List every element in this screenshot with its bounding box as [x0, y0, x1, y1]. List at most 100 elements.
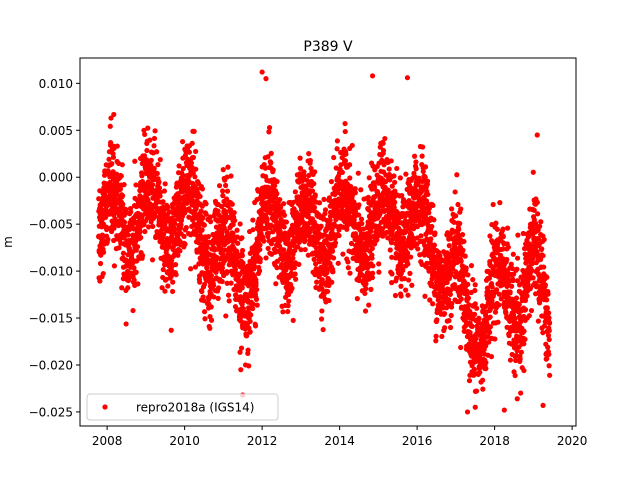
data-point: [257, 256, 263, 262]
data-point: [437, 252, 443, 259]
data-point: [398, 283, 404, 289]
data-point: [132, 158, 138, 164]
data-point: [250, 301, 256, 307]
data-point: [285, 308, 291, 315]
data-point: [319, 286, 325, 292]
data-point: [405, 261, 411, 267]
data-point: [274, 178, 280, 185]
data-point: [368, 286, 374, 292]
data-point: [458, 296, 464, 302]
data-point: [120, 250, 127, 256]
data-point: [152, 213, 158, 220]
data-point: [318, 223, 324, 229]
data-point: [480, 386, 486, 392]
legend-marker-icon: [102, 404, 108, 410]
data-point: [99, 232, 106, 238]
data-point: [178, 222, 184, 228]
data-point: [399, 192, 405, 199]
data-point: [472, 301, 478, 307]
data-point: [409, 282, 415, 288]
data-point: [302, 237, 308, 243]
data-point: [165, 204, 171, 210]
data-point: [322, 207, 329, 213]
data-point: [257, 242, 263, 248]
data-point: [193, 148, 199, 155]
data-point: [166, 244, 172, 250]
data-point: [458, 258, 464, 264]
data-point: [253, 280, 259, 286]
data-point: [391, 173, 397, 179]
data-point: [433, 333, 439, 339]
data-point: [307, 157, 314, 164]
data-point: [215, 285, 222, 291]
data-point: [472, 404, 478, 410]
data-point: [159, 285, 165, 291]
data-point: [389, 271, 395, 277]
data-point: [376, 269, 382, 275]
data-point: [439, 333, 445, 340]
data-point: [281, 212, 288, 218]
data-point: [270, 167, 276, 173]
data-point: [546, 315, 552, 321]
data-point: [154, 170, 160, 177]
data-point: [292, 247, 298, 254]
data-point: [318, 264, 324, 271]
data-point: [247, 318, 253, 325]
y-tick-label: 0.000: [39, 171, 73, 185]
data-point: [193, 166, 199, 172]
data-point: [518, 317, 524, 324]
data-point: [456, 226, 462, 233]
data-point: [483, 359, 489, 366]
data-point: [312, 169, 318, 175]
data-point: [254, 302, 260, 308]
x-tick-label: 2016: [402, 434, 433, 448]
data-point: [297, 155, 303, 161]
data-point: [389, 183, 395, 189]
data-point: [345, 259, 351, 265]
data-point: [449, 301, 455, 307]
data-point: [142, 228, 148, 235]
data-point: [546, 336, 552, 343]
data-point: [155, 162, 161, 168]
data-point: [546, 328, 552, 334]
data-point: [445, 297, 452, 303]
data-point: [273, 281, 279, 287]
data-point: [203, 201, 209, 207]
data-point: [285, 236, 291, 242]
data-point: [446, 236, 452, 242]
data-point: [388, 240, 395, 246]
data-point: [151, 165, 157, 171]
data-point: [264, 217, 270, 223]
y-tick-label: −0.020: [29, 358, 73, 372]
data-point: [282, 230, 288, 236]
data-point: [220, 251, 226, 258]
data-point: [490, 201, 496, 208]
data-point: [123, 321, 129, 327]
data-point: [410, 238, 417, 244]
data-point: [203, 211, 209, 217]
data-point: [265, 245, 271, 252]
data-point: [234, 227, 240, 233]
data-point: [352, 186, 358, 192]
data-point: [165, 283, 171, 289]
data-point: [392, 179, 398, 185]
data-point: [331, 154, 337, 161]
data-point: [453, 213, 459, 219]
data-point: [235, 277, 242, 284]
data-point: [429, 223, 435, 230]
data-point: [416, 175, 422, 181]
data-point: [359, 220, 365, 227]
data-point: [521, 367, 527, 374]
data-point: [199, 288, 205, 295]
data-point: [392, 292, 399, 299]
data-point: [318, 316, 325, 322]
data-point: [496, 291, 502, 297]
data-point: [503, 310, 509, 316]
data-point: [97, 278, 103, 284]
data-point: [296, 261, 302, 267]
data-point: [340, 251, 346, 257]
data-point: [526, 313, 532, 319]
data-point: [326, 195, 333, 201]
data-point: [441, 310, 448, 317]
data-point: [314, 279, 320, 285]
